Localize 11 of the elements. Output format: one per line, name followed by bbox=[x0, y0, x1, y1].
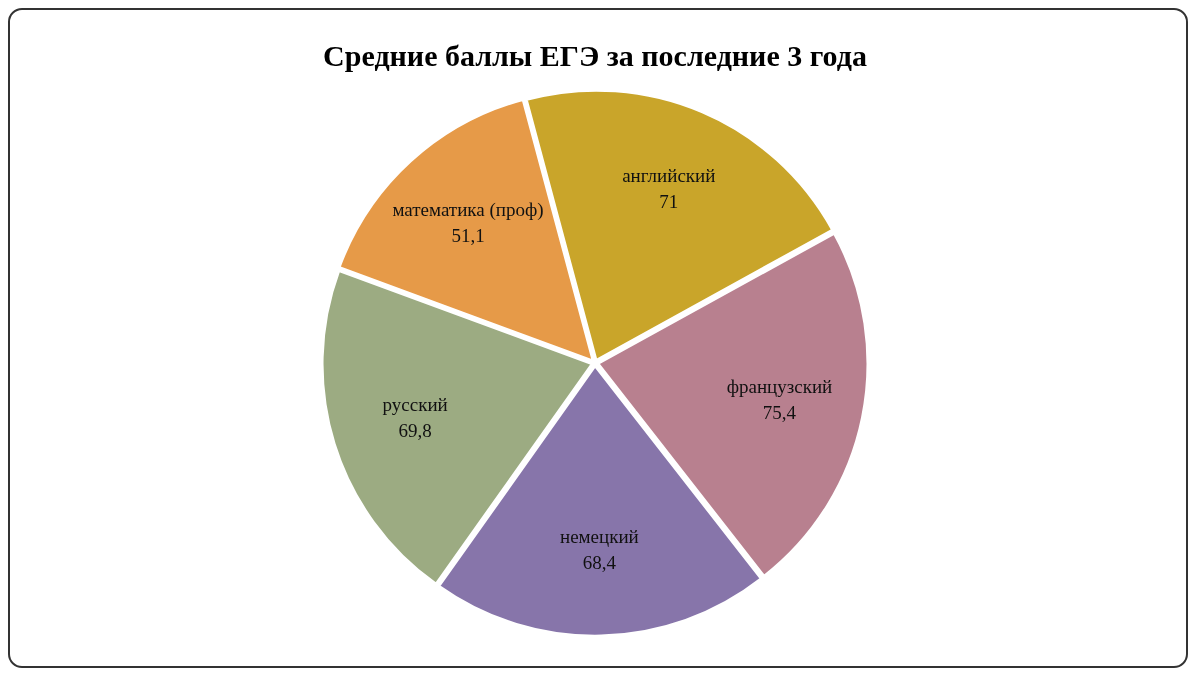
chart-title: Средние баллы ЕГЭ за последние 3 года bbox=[323, 38, 867, 72]
slice-label: английский bbox=[622, 164, 716, 186]
data-label: 68,4 bbox=[582, 552, 617, 574]
slice-label: французский bbox=[726, 375, 833, 397]
data-label: 51,1 bbox=[451, 224, 485, 246]
slice-label: немецкий bbox=[559, 526, 639, 548]
slice-label: математика (проф) bbox=[392, 198, 544, 221]
slice-label: русский bbox=[382, 393, 448, 415]
data-label: 71 bbox=[659, 190, 679, 212]
data-label: 75,4 bbox=[762, 401, 797, 423]
data-label: 69,8 bbox=[398, 419, 432, 441]
